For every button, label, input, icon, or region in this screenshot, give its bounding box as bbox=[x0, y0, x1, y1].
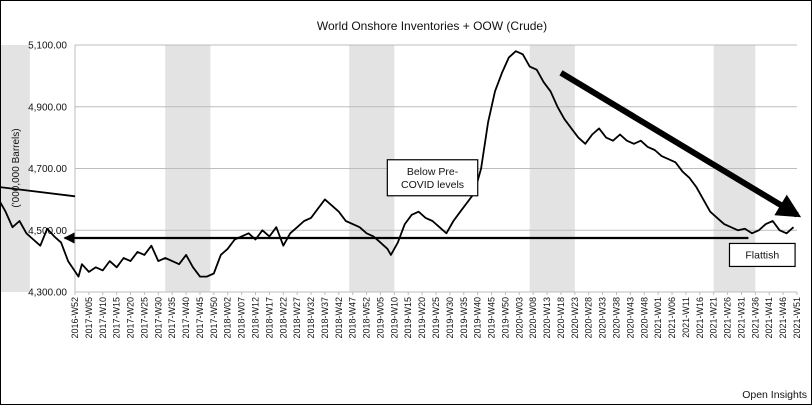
x-tick-label: 2019-W25 bbox=[431, 297, 441, 339]
x-tick-label: 2018-W37 bbox=[320, 297, 330, 339]
x-tick-label: 2019-W15 bbox=[403, 297, 413, 339]
x-tick-label: 2017-W25 bbox=[139, 297, 149, 339]
x-tick-label: 2021-W46 bbox=[778, 297, 788, 339]
shaded-period bbox=[1, 45, 30, 292]
x-tick-label: 2019-W10 bbox=[389, 297, 399, 339]
x-tick-label: 2021-W11 bbox=[681, 297, 691, 338]
x-tick-label: 2017-W05 bbox=[84, 297, 94, 339]
x-tick-label: 2021-W31 bbox=[736, 297, 746, 339]
y-tick-label: 4,900.00 bbox=[28, 102, 67, 113]
x-tick-label: 2021-W06 bbox=[667, 297, 677, 339]
x-tick-label: 2020-W28 bbox=[584, 297, 594, 339]
x-tick-label: 2020-W23 bbox=[570, 297, 580, 339]
x-tick-label: 2021-W36 bbox=[750, 297, 760, 339]
x-tick-label: 2018-W12 bbox=[251, 297, 261, 339]
y-tick-label: 5,100.00 bbox=[28, 41, 67, 52]
x-tick-label: 2017-W20 bbox=[126, 297, 136, 339]
annotation-box: Flattish bbox=[728, 242, 796, 268]
x-tick-label: 2020-W13 bbox=[542, 297, 552, 339]
chart-title: World Onshore Inventories + OOW (Crude) bbox=[317, 19, 547, 33]
series-line bbox=[1, 50, 795, 278]
x-tick-label: 2018-W27 bbox=[292, 297, 302, 339]
x-tick-label: 2019-W20 bbox=[417, 297, 427, 339]
y-axis-label: ('000,000 Barrels) bbox=[11, 128, 22, 207]
x-tick-label: 2021-W26 bbox=[723, 297, 733, 339]
x-tick-label: 2019-W05 bbox=[375, 297, 385, 339]
y-tick-label: 4,700.00 bbox=[28, 164, 67, 175]
x-tick-label: 2017-W50 bbox=[209, 297, 219, 339]
x-tick-label: 2017-W10 bbox=[98, 297, 108, 339]
x-tick-label: 2018-W42 bbox=[334, 297, 344, 339]
x-tick-label: 2017-W35 bbox=[167, 297, 177, 339]
trend-arrow bbox=[559, 70, 802, 218]
x-tick-label: 2017-W30 bbox=[153, 297, 163, 339]
annotation-text: Below Pre- bbox=[407, 166, 459, 178]
x-tick-label: 2020-W38 bbox=[612, 297, 622, 339]
x-tick-label: 2018-W02 bbox=[223, 297, 233, 339]
x-tick-label: 2017-W45 bbox=[195, 297, 205, 339]
x-tick-label: 2017-W15 bbox=[112, 297, 122, 339]
x-tick-label: 2020-W33 bbox=[598, 297, 608, 339]
x-tick-label: 2020-W43 bbox=[625, 297, 635, 339]
annotation-box-border bbox=[728, 242, 796, 268]
x-tick-label: 2020-W18 bbox=[556, 297, 566, 339]
x-tick-label: 2018-W52 bbox=[362, 297, 372, 339]
x-tick-label: 2019-W45 bbox=[487, 297, 497, 339]
x-tick-label: 2020-W08 bbox=[528, 297, 538, 339]
x-tick-label: 2021-W01 bbox=[653, 297, 663, 339]
x-tick-label: 2018-W17 bbox=[264, 297, 274, 339]
x-tick-label: 2019-W50 bbox=[500, 297, 510, 339]
x-tick-label: 2020-W48 bbox=[639, 297, 649, 339]
annotation-box: Below Pre-COVID levels bbox=[386, 159, 479, 197]
x-tick-label: 2018-W07 bbox=[237, 297, 247, 339]
x-tick-label: 2018-W32 bbox=[306, 297, 316, 339]
annotation-box-border bbox=[386, 159, 479, 197]
x-tick-label: 2016-W52 bbox=[70, 297, 80, 339]
annotation-text: Flattish bbox=[745, 249, 779, 261]
credit-text: Open Insights bbox=[742, 389, 807, 401]
x-tick-label: 2019-W40 bbox=[473, 297, 483, 339]
x-tick-label: 2021-W41 bbox=[764, 297, 774, 339]
x-tick-label: 2020-W03 bbox=[514, 297, 524, 339]
x-tick-label: 2017-W40 bbox=[181, 297, 191, 339]
x-tick-label: 2021-W51 bbox=[792, 297, 802, 339]
y-tick-label: 4,300.00 bbox=[28, 288, 67, 299]
x-tick-label: 2019-W30 bbox=[445, 297, 455, 339]
x-tick-label: 2018-W47 bbox=[348, 297, 358, 339]
x-tick-label: 2021-W21 bbox=[709, 297, 719, 339]
y-tick-label: 4,500.00 bbox=[28, 226, 67, 237]
x-tick-label: 2021-W16 bbox=[695, 297, 705, 339]
annotation-text: COVID levels bbox=[401, 179, 464, 191]
x-tick-label: 2018-W22 bbox=[278, 297, 288, 339]
x-tick-label: 2019-W35 bbox=[459, 297, 469, 339]
